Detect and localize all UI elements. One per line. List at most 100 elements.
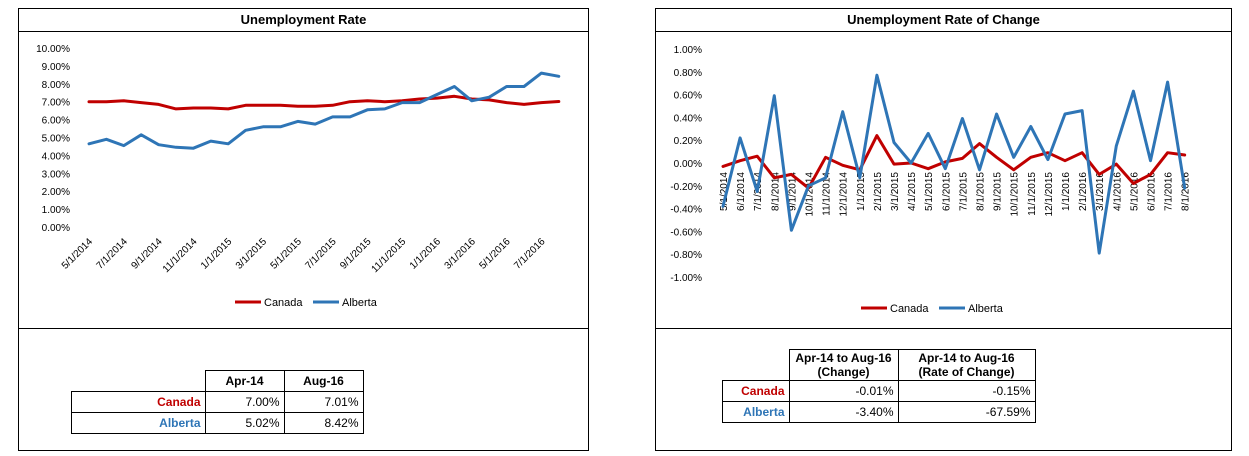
row-label-alberta: Alberta bbox=[71, 412, 206, 434]
table-row: Alberta -3.40% -67.59% bbox=[722, 401, 1036, 423]
x-tick-label: 8/1/2015 bbox=[976, 172, 987, 211]
y-tick-label: 4.00% bbox=[42, 151, 70, 162]
x-tick-label: 7/1/2015 bbox=[303, 236, 339, 272]
series-line-alberta bbox=[721, 73, 1187, 255]
y-tick-label: 6.00% bbox=[42, 116, 70, 127]
table-cell: -3.40% bbox=[788, 401, 899, 423]
x-tick-label: 5/1/2015 bbox=[269, 236, 305, 272]
table-cell: 8.42% bbox=[283, 412, 364, 434]
x-tick-label: 4/1/2015 bbox=[907, 172, 918, 211]
y-tick-label: -0.80% bbox=[670, 250, 702, 261]
x-tick-label: 3/1/2015 bbox=[890, 172, 901, 211]
unemployment-rate-chart: 0.00% 1.00% 2.00% 3.00% 4.00% 5.00% 6.00% 7.00%… bbox=[36, 44, 561, 309]
row-label-canada: Canada bbox=[722, 380, 790, 402]
x-tick-label: 12/1/2015 bbox=[1044, 172, 1055, 217]
x-tick-label: 3/1/2015 bbox=[234, 236, 270, 272]
x-tick-label: 1/1/2015 bbox=[199, 236, 235, 272]
x-tick-label: 5/1/2015 bbox=[924, 172, 935, 211]
x-tick-label: 6/1/2016 bbox=[1147, 172, 1158, 211]
y-tick-label: -1.00% bbox=[670, 273, 702, 284]
x-tick-label: 3/1/2016 bbox=[1095, 172, 1106, 211]
x-tick-label: 4/1/2016 bbox=[1112, 172, 1123, 211]
table-cell: -67.59% bbox=[897, 401, 1036, 423]
y-tick-label: 10.00% bbox=[36, 44, 70, 55]
x-tick-label: 11/1/2014 bbox=[161, 236, 200, 275]
left-chart-title: Unemployment Rate bbox=[19, 9, 588, 32]
table-cell: -0.01% bbox=[788, 380, 899, 402]
rate-of-change-chart: -1.00% -0.80% -0.60% -0.40% -0.20% 0.00% 0.20%… bbox=[670, 45, 1192, 315]
x-tick-label: 6/1/2015 bbox=[941, 172, 952, 211]
x-tick-label: 10/1/2014 bbox=[805, 172, 816, 217]
table-header: Apr-14 to Aug-16 (Change) bbox=[788, 349, 899, 381]
x-tick-label: 9/1/2014 bbox=[787, 172, 798, 211]
right-summary-table: Apr-14 to Aug-16 (Change) Apr-14 to Aug-… bbox=[722, 349, 1036, 423]
y-tick-label: 9.00% bbox=[42, 62, 70, 73]
x-tick-label: 1/1/2015 bbox=[856, 172, 867, 211]
table-header: Aug-16 bbox=[283, 370, 364, 392]
y-tick-label: 2.00% bbox=[42, 187, 70, 198]
y-tick-label: -0.60% bbox=[670, 227, 702, 238]
x-tick-label: 5/1/2016 bbox=[1129, 172, 1140, 211]
y-tick-label: 7.00% bbox=[42, 98, 70, 109]
y-tick-label: -0.40% bbox=[670, 205, 702, 216]
table-header: Apr-14 to Aug-16 (Rate of Change) bbox=[897, 349, 1036, 381]
legend-label-canada: Canada bbox=[264, 297, 303, 309]
table-cell: -0.15% bbox=[897, 380, 1036, 402]
x-tick-label: 3/1/2016 bbox=[443, 236, 479, 272]
table-cell: 5.02% bbox=[204, 412, 285, 434]
x-tick-label: 7/1/2016 bbox=[512, 236, 548, 272]
table-row: Canada 7.00% 7.01% bbox=[71, 391, 364, 413]
unemployment-rate-panel: Unemployment Rate 0.00% 1.00% 2.00% 3.00% 4.… bbox=[18, 8, 589, 451]
x-tick-label: 8/1/2016 bbox=[1181, 172, 1192, 211]
right-chart-title: Unemployment Rate of Change bbox=[656, 9, 1231, 32]
right-chart-area: -1.00% -0.80% -0.60% -0.40% -0.20% 0.00% 0.20%… bbox=[656, 32, 1231, 329]
series-line-canada bbox=[721, 134, 1187, 190]
legend-label-alberta: Alberta bbox=[968, 303, 1004, 315]
x-tick-label: 1/1/2016 bbox=[408, 236, 444, 272]
y-tick-label: 0.60% bbox=[674, 91, 702, 102]
table-cell: 7.00% bbox=[204, 391, 285, 413]
y-tick-label: 0.80% bbox=[674, 68, 702, 79]
y-tick-label: 3.00% bbox=[42, 169, 70, 180]
y-tick-label: 0.20% bbox=[674, 136, 702, 147]
table-cell: 7.01% bbox=[283, 391, 364, 413]
x-tick-label: 12/1/2014 bbox=[839, 172, 850, 217]
table-row: Canada -0.01% -0.15% bbox=[722, 380, 1036, 402]
legend-label-canada: Canada bbox=[890, 303, 929, 315]
rate-of-change-panel: Unemployment Rate of Change -1.00% -0.80%… bbox=[655, 8, 1232, 451]
y-tick-label: 5.00% bbox=[42, 134, 70, 145]
x-tick-label: 11/1/2015 bbox=[370, 236, 409, 275]
table-row: Alberta 5.02% 8.42% bbox=[71, 412, 364, 434]
row-label-canada: Canada bbox=[71, 391, 206, 413]
left-summary-table: Apr-14 Aug-16 Canada 7.00% 7.01% Alberta… bbox=[71, 370, 364, 434]
y-tick-label: 0.00% bbox=[42, 223, 70, 234]
y-tick-label: 8.00% bbox=[42, 80, 70, 91]
x-tick-label: 9/1/2015 bbox=[338, 236, 374, 272]
x-tick-label: 7/1/2014 bbox=[95, 236, 131, 272]
x-tick-label: 7/1/2015 bbox=[958, 172, 969, 211]
y-tick-label: -0.20% bbox=[670, 182, 702, 193]
legend-label-alberta: Alberta bbox=[342, 297, 378, 309]
x-tick-label: 10/1/2015 bbox=[1010, 172, 1021, 217]
x-tick-label: 6/1/2014 bbox=[736, 172, 747, 211]
x-tick-label: 2/1/2016 bbox=[1078, 172, 1089, 211]
x-tick-label: 2/1/2015 bbox=[873, 172, 884, 211]
y-tick-label: 0.00% bbox=[674, 159, 702, 170]
y-tick-label: 1.00% bbox=[674, 45, 702, 56]
y-tick-label: 0.40% bbox=[674, 113, 702, 124]
x-tick-label: 11/1/2015 bbox=[1027, 172, 1038, 216]
y-tick-label: 1.00% bbox=[42, 205, 70, 216]
left-chart-area: 0.00% 1.00% 2.00% 3.00% 4.00% 5.00% 6.00% 7.00%… bbox=[19, 32, 588, 329]
x-tick-label: 11/1/2014 bbox=[822, 172, 833, 216]
x-tick-label: 5/1/2016 bbox=[477, 236, 513, 272]
x-tick-label: 5/1/2014 bbox=[60, 236, 96, 272]
x-tick-label: 9/1/2014 bbox=[129, 236, 165, 272]
x-tick-label: 7/1/2016 bbox=[1164, 172, 1175, 211]
x-tick-label: 1/1/2016 bbox=[1061, 172, 1072, 211]
x-tick-label: 9/1/2015 bbox=[993, 172, 1004, 211]
row-label-alberta: Alberta bbox=[722, 401, 790, 423]
x-tick-label: 8/1/2014 bbox=[770, 172, 781, 211]
x-tick-label: 5/1/2014 bbox=[719, 172, 730, 211]
table-header: Apr-14 bbox=[204, 370, 285, 392]
series-line-alberta bbox=[87, 71, 561, 150]
